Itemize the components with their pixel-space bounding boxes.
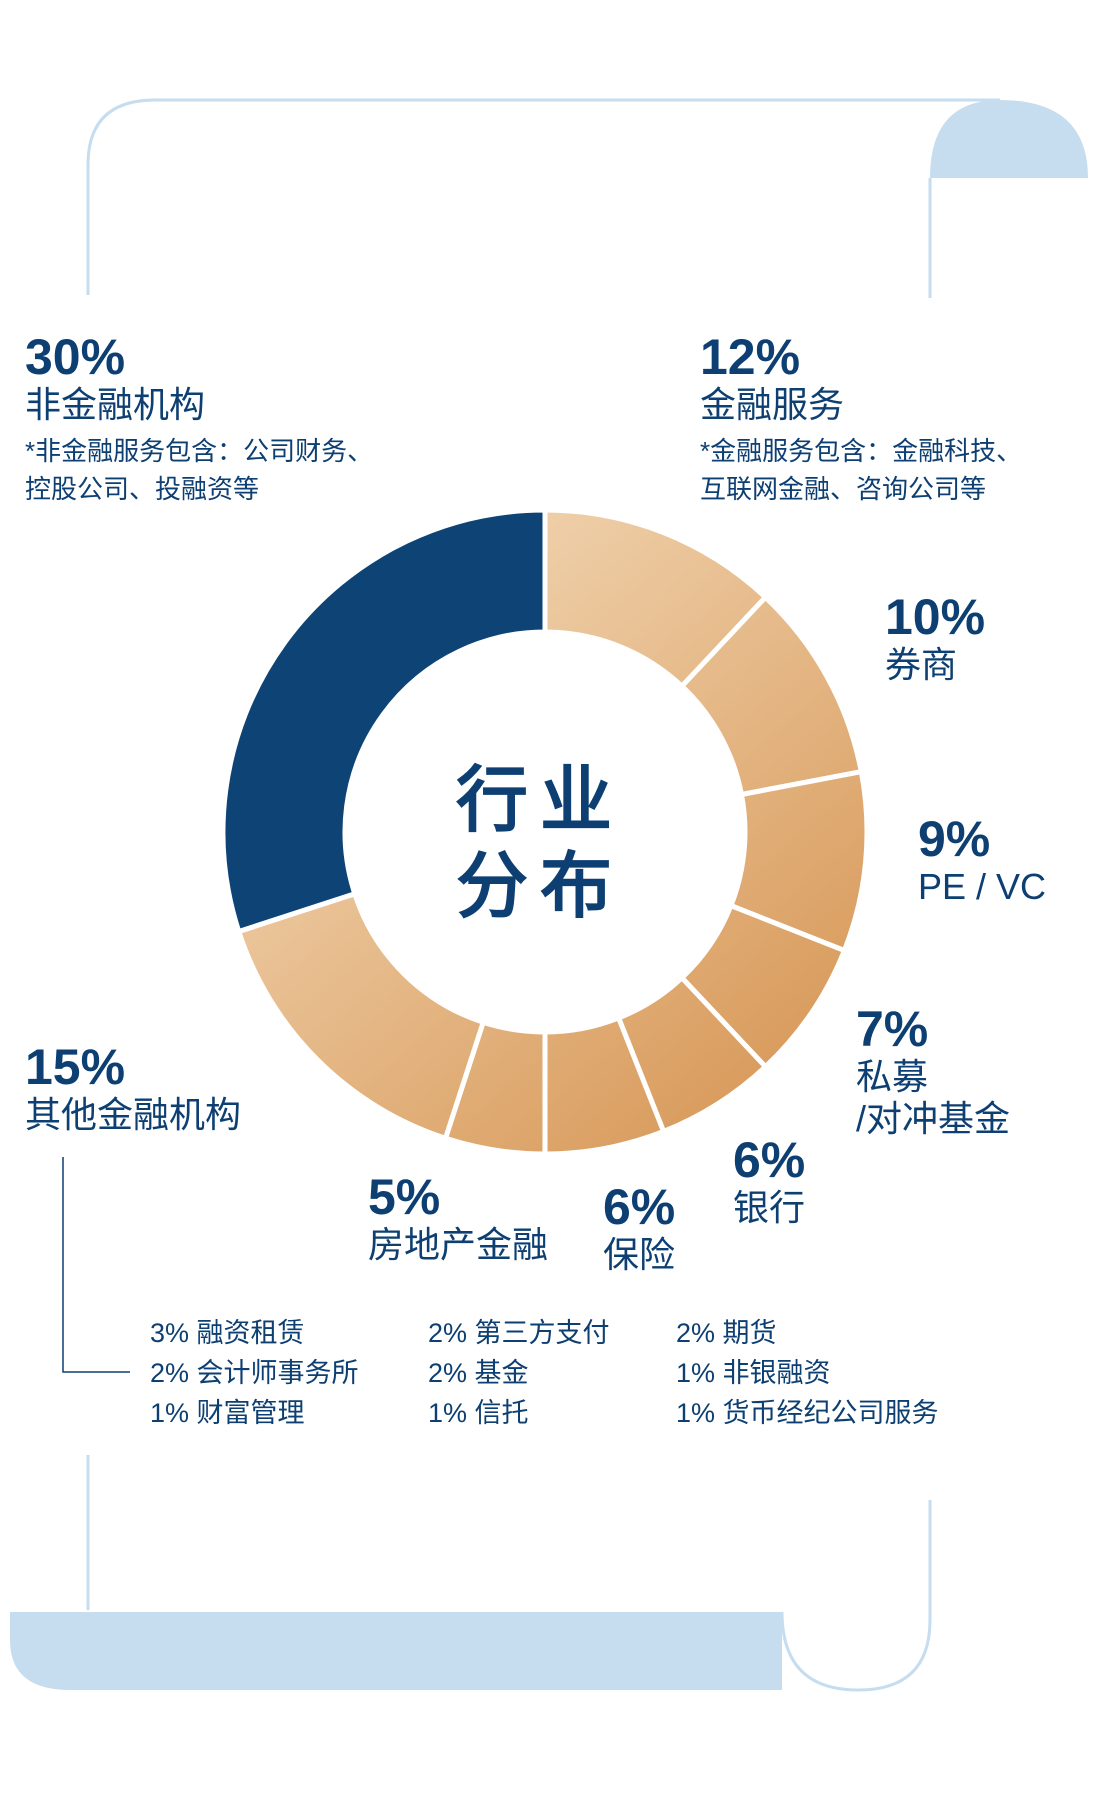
donut-center-title: 行业 分布 (420, 758, 660, 930)
frame-bottom-curl-end (780, 1611, 932, 1692)
label-pe-vc-name: PE / VC (918, 866, 1047, 907)
label-nonfinancial-pct: 30% (25, 329, 126, 385)
label-other-financial-pct: 15% (25, 1039, 126, 1095)
label-pe-vc: 9% PE / VC (918, 812, 1046, 908)
other-breakdown-col-1: 3% 融资租赁 2% 会计师事务所 1% 财富管理 (150, 1313, 359, 1433)
label-insurance-name: 保险 (603, 1234, 676, 1275)
frame-top-line (86, 98, 1000, 295)
label-nonfinancial-note-1: *非金融服务包含：公司财务、 (25, 436, 374, 466)
other-breakdown-item: 2% 基金 (428, 1358, 529, 1388)
label-other-financial-name: 其他金融机构 (25, 1094, 242, 1135)
label-bank-pct: 6% (733, 1132, 806, 1188)
center-title-line-2: 分布 (455, 847, 624, 927)
other-breakdown-item: 2% 会计师事务所 (150, 1358, 359, 1388)
center-title-line-1: 行业 (455, 761, 624, 841)
label-broker: 10% 券商 (885, 590, 985, 686)
other-breakdown-col-2: 2% 第三方支付 2% 基金 1% 信托 (428, 1313, 610, 1433)
label-financial-services-note-2: 互联网金融、咨询公司等 (700, 474, 987, 504)
donut-slice-8 (235, 890, 487, 1142)
other-breakdown-item: 3% 融资租赁 (150, 1318, 305, 1348)
label-real-estate-pct: 5% (368, 1169, 441, 1225)
other-connector-line (62, 1157, 130, 1373)
label-real-estate-name: 房地产金融 (368, 1224, 549, 1265)
frame-bottom-curl (10, 1612, 782, 1690)
label-nonfinancial-note-2: 控股公司、投融资等 (25, 474, 260, 504)
label-bank-name: 银行 (733, 1187, 806, 1228)
other-breakdown-item: 2% 期货 (676, 1318, 777, 1348)
label-private-hedge-name-1: 私募 (856, 1056, 929, 1097)
label-bank: 6% 银行 (733, 1133, 805, 1229)
label-financial-services: 12% 金融服务 *金融服务包含：金融科技、 互联网金融、咨询公司等 (700, 330, 1022, 508)
other-breakdown-col-3: 2% 期货 1% 非银融资 1% 货币经纪公司服务 (676, 1313, 939, 1433)
donut-slice-9 (220, 507, 548, 935)
label-private-hedge-pct: 7% (856, 1001, 929, 1057)
other-breakdown-item: 2% 第三方支付 (428, 1318, 610, 1348)
label-pe-vc-pct: 9% (918, 811, 991, 867)
other-breakdown-item: 1% 信托 (428, 1398, 529, 1428)
label-financial-services-name: 金融服务 (700, 384, 845, 425)
label-private-hedge-name-2: /对冲基金 (856, 1098, 1011, 1139)
other-breakdown-item: 1% 财富管理 (150, 1398, 305, 1428)
label-insurance-pct: 6% (603, 1179, 676, 1235)
label-broker-name: 券商 (885, 644, 958, 685)
label-real-estate: 5% 房地产金融 (368, 1170, 548, 1266)
label-financial-services-pct: 12% (700, 329, 801, 385)
frame-top-curl (930, 100, 1088, 178)
label-financial-services-note-1: *金融服务包含：金融科技、 (700, 436, 1023, 466)
other-breakdown-item: 1% 非银融资 (676, 1358, 831, 1388)
label-broker-pct: 10% (885, 589, 986, 645)
label-insurance: 6% 保险 (603, 1180, 675, 1276)
label-other-financial: 15% 其他金融机构 (25, 1040, 241, 1136)
other-breakdown-item: 1% 货币经纪公司服务 (676, 1398, 939, 1428)
label-nonfinancial: 30% 非金融机构 *非金融服务包含：公司财务、 控股公司、投融资等 (25, 330, 373, 508)
label-nonfinancial-name: 非金融机构 (25, 384, 206, 425)
label-private-hedge: 7% 私募 /对冲基金 (856, 1002, 1010, 1140)
